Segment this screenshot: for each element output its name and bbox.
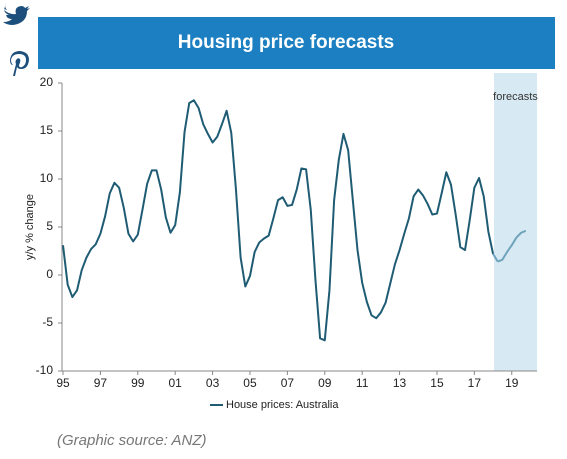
pinterest-icon[interactable]: [10, 51, 29, 76]
forecast-region: [493, 73, 537, 371]
x-tick-label: 97: [94, 376, 108, 390]
line-connector: [492, 253, 499, 263]
x-tick-label: 03: [206, 376, 220, 390]
y-tick-label: 0: [46, 267, 53, 281]
x-tick-label: 13: [393, 376, 407, 390]
line-forecast: [497, 229, 527, 263]
x-tick-label: 99: [131, 376, 145, 390]
chart-title: Housing price forecasts: [178, 32, 394, 53]
y-tick-label: 15: [40, 123, 54, 137]
x-tick-label: 19: [505, 376, 519, 390]
y-tick-label: 20: [40, 75, 54, 89]
x-tick-label: 01: [169, 376, 183, 390]
y-tick-label: -10: [36, 363, 54, 377]
x-tick-label: 07: [281, 376, 295, 390]
x-tick-label: 95: [56, 376, 70, 390]
x-tick-label: 15: [430, 376, 444, 390]
twitter-icon[interactable]: [3, 3, 30, 25]
legend-label: House prices: Australia: [226, 399, 339, 411]
y-axis-label: y/y % change: [24, 194, 36, 260]
x-tick-label: 11: [356, 376, 369, 390]
source-note: (Graphic source: ANZ): [57, 432, 206, 449]
x-tick-label: 09: [318, 376, 332, 390]
line-series: [62, 99, 495, 342]
y-tick-label: -5: [42, 315, 53, 329]
x-tick-label: 05: [243, 376, 257, 390]
title-banner: [38, 17, 555, 69]
forecast-label: forecasts: [493, 91, 538, 103]
y-tick-label: 10: [40, 171, 54, 185]
y-tick-label: 5: [46, 219, 53, 233]
x-tick-label: 17: [468, 376, 482, 390]
